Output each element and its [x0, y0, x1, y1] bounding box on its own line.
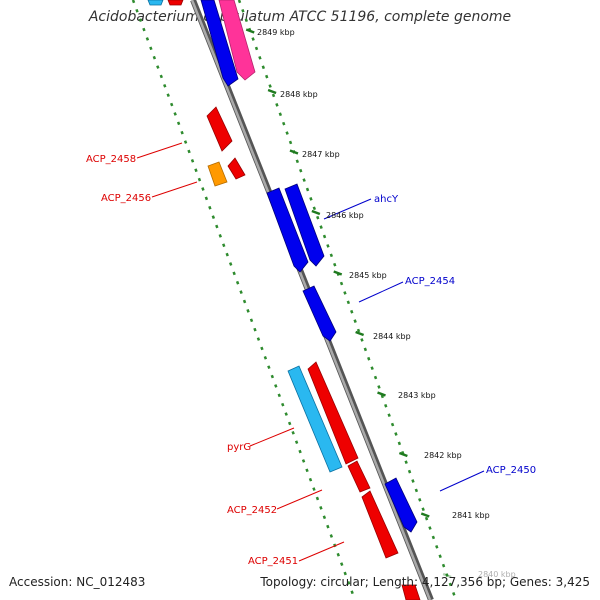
tick-label: 2842 kbp [424, 451, 462, 460]
gene-labels: ACP_2458 ACP_2456 ahcY ACP_2454 pyrG ACP… [86, 154, 536, 567]
gene-arrow[interactable] [206, 106, 233, 152]
gene-label-acp-2452[interactable]: ACP_2452 [227, 505, 277, 516]
tick-label: 2845 kbp [349, 271, 387, 280]
gene-arrow[interactable] [287, 365, 343, 473]
leader-line [249, 427, 295, 447]
tick-mark [442, 572, 452, 579]
tick-label: 2846 kbp [326, 211, 364, 220]
gene-arrow[interactable] [266, 187, 309, 273]
gene-arrow[interactable] [347, 460, 371, 493]
leader-line [358, 281, 404, 303]
gene-arrow[interactable] [302, 285, 337, 342]
tick-mark [267, 88, 277, 95]
gene-arrow[interactable] [147, 0, 164, 6]
leader-line [151, 181, 198, 198]
map-title: Acidobacterium capsulatum ATCC 51196, co… [88, 9, 512, 25]
gene-arrow[interactable] [401, 584, 421, 600]
tick-mark [289, 149, 299, 155]
gene-label-acp-2456[interactable]: ACP_2456 [101, 193, 151, 204]
tick-label: 2848 kbp [280, 90, 318, 99]
accession-text: Accession: NC_012483 [9, 575, 146, 589]
tick-label: 2841 kbp [452, 511, 490, 520]
gene-arrow[interactable] [361, 490, 399, 559]
genome-summary-text: Topology: circular; Length: 4,127,356 bp… [260, 575, 590, 589]
tick-mark [311, 209, 321, 216]
leader-line [136, 142, 183, 159]
leader-line [298, 541, 345, 562]
label-leaders [136, 142, 485, 562]
tick-labels: 2849 kbp 2848 kbp 2847 kbp 2846 kbp 2845… [257, 28, 516, 579]
genes-left-strand [147, 0, 421, 600]
tick-label: 2844 kbp [373, 332, 411, 341]
tick-label: 2849 kbp [257, 28, 295, 37]
tick-label: 2847 kbp [302, 150, 340, 159]
gene-label-pyrg[interactable]: pyrG [227, 442, 251, 453]
gene-arrow[interactable] [284, 183, 325, 267]
tick-mark [245, 28, 255, 34]
gene-arrow[interactable] [307, 361, 359, 465]
tick-mark [398, 451, 408, 458]
gene-arrow[interactable] [384, 477, 418, 533]
gene-label-acp-2454[interactable]: ACP_2454 [405, 276, 455, 287]
gene-label-acp-2458[interactable]: ACP_2458 [86, 154, 136, 165]
leader-line [276, 489, 323, 510]
tick-mark [420, 512, 430, 518]
gene-arrow[interactable] [218, 0, 256, 81]
tick-label: 2843 kbp [398, 391, 436, 400]
tick-marks [245, 28, 452, 579]
gene-label-acp-2451[interactable]: ACP_2451 [248, 556, 298, 567]
tick-mark [355, 330, 365, 337]
gene-arrow[interactable] [200, 0, 239, 87]
genes-right-strand [200, 0, 418, 533]
tick-mark [377, 391, 386, 397]
tick-mark [333, 270, 343, 276]
gene-arrow[interactable] [167, 0, 184, 6]
gene-label-ahcy[interactable]: ahcY [374, 194, 399, 205]
tick-label: 2840 kbp [478, 570, 516, 579]
gene-label-acp-2450[interactable]: ACP_2450 [486, 465, 536, 476]
leader-line [323, 198, 372, 220]
outer-dotted-track [237, 0, 458, 600]
gene-arrow[interactable] [227, 157, 246, 180]
gene-arrow[interactable] [207, 161, 228, 187]
leader-line [439, 470, 485, 492]
